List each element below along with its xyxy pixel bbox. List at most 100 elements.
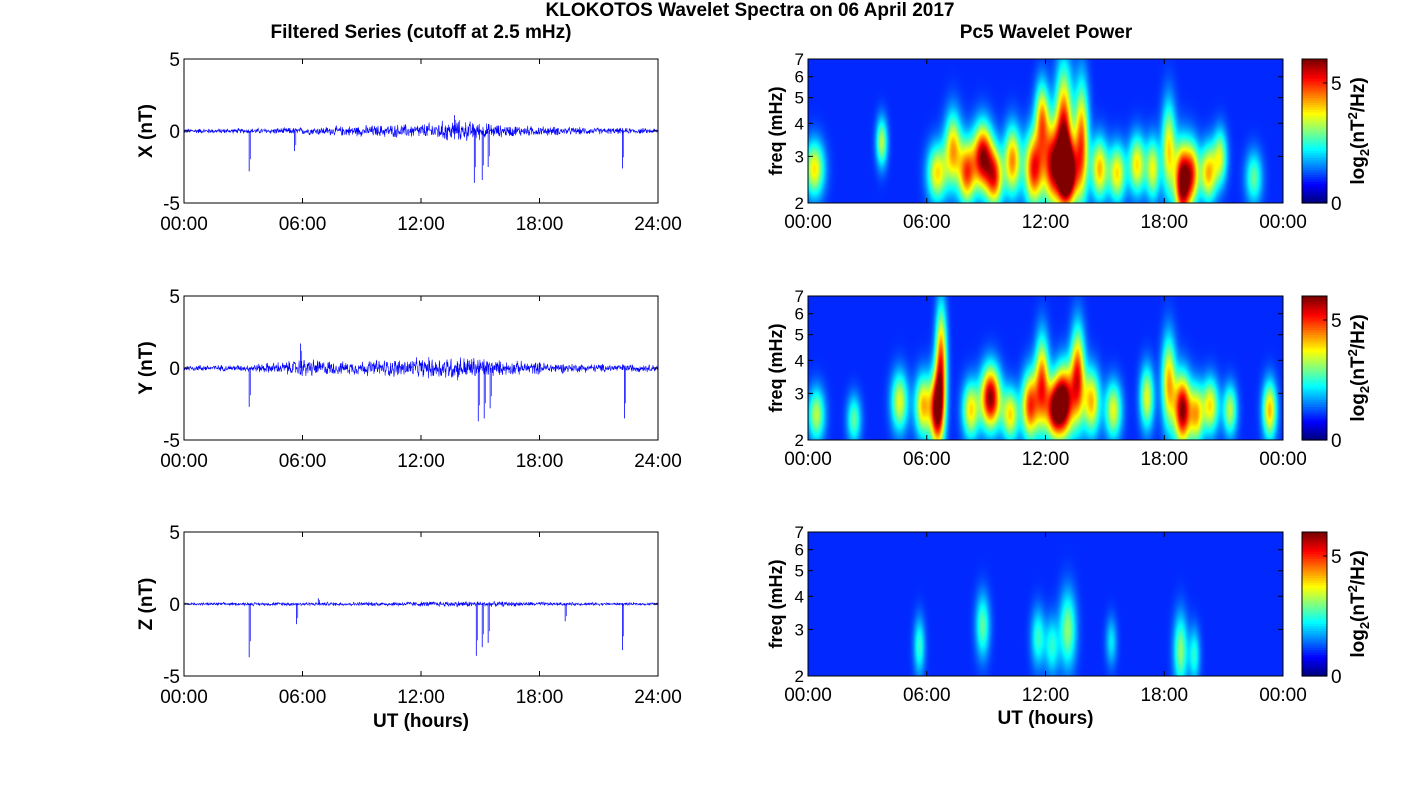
wavelet-panel-x: 2 3 4 5 67 00:00 06:00 12:00 18:00 00:00 freq (mHz… xyxy=(766,50,1372,233)
y-tick-label: 5 xyxy=(169,50,180,71)
x-tick-label: 18:00 xyxy=(516,451,564,472)
timeseries-panel-x: 5 0 -500:00 06:00 12:00 18:00 24:00 X (nT) xyxy=(136,50,682,235)
colorbar-swatch xyxy=(1302,642,1327,646)
colorbar-swatch xyxy=(1302,601,1327,605)
x-tick-label: 00:00 xyxy=(784,685,832,706)
colorbar-swatch xyxy=(1302,401,1327,405)
colorbar-swatch xyxy=(1302,628,1327,631)
colorbar-swatch xyxy=(1302,584,1327,588)
colorbar-swatch xyxy=(1302,95,1327,98)
colorbar-swatch xyxy=(1302,183,1327,187)
colorbar-swatch xyxy=(1302,654,1327,658)
colorbar-swatch xyxy=(1302,661,1327,665)
colorbar-swatch xyxy=(1302,399,1327,403)
y-axis-label: freq (mHz) xyxy=(766,323,786,412)
colorbar-swatch xyxy=(1302,85,1327,89)
colorbar-swatch xyxy=(1302,312,1327,316)
colorbar-swatch xyxy=(1302,420,1327,424)
x-tick-label: 06:00 xyxy=(279,451,327,472)
colorbar-swatch xyxy=(1302,647,1327,651)
colorbar-swatch xyxy=(1302,332,1327,335)
colorbar-swatch xyxy=(1302,135,1327,139)
colorbar-tick-label: 0 xyxy=(1331,431,1342,452)
x-tick-label: 12:00 xyxy=(1022,212,1070,233)
colorbar-swatch xyxy=(1302,324,1327,328)
x-tick-label: 12:00 xyxy=(397,687,445,708)
colorbar-swatch xyxy=(1302,329,1327,333)
colorbar-swatch xyxy=(1302,635,1327,639)
colorbar-swatch xyxy=(1302,164,1327,168)
colorbar-swatch xyxy=(1302,599,1327,603)
colorbar-swatch xyxy=(1302,589,1327,593)
colorbar-label: log2(nT2/Hz) xyxy=(1345,314,1372,421)
colorbar-swatch xyxy=(1302,327,1327,331)
colorbar-swatch xyxy=(1302,375,1327,379)
colorbar-swatch xyxy=(1302,317,1327,321)
colorbar-swatch xyxy=(1302,138,1327,142)
colorbar-swatch xyxy=(1302,351,1327,355)
y-tick-label: 6 xyxy=(795,541,804,560)
wavelet-power-image xyxy=(808,59,1283,203)
x-tick-label: 00:00 xyxy=(1259,685,1307,706)
colorbar-swatch xyxy=(1302,167,1327,170)
colorbar-swatch xyxy=(1302,604,1327,607)
colorbar-swatch xyxy=(1302,416,1327,419)
colorbar-swatch xyxy=(1302,435,1327,439)
colorbar-swatch xyxy=(1302,348,1327,352)
y-tick-label: 7 xyxy=(795,50,804,69)
colorbar-swatch xyxy=(1302,109,1327,113)
wavelet-panel-z: 2 3 4 5 67 00:00 06:00 12:00 18:00 00:00 freq (mHz… xyxy=(766,523,1372,729)
y-tick-label: 4 xyxy=(795,114,804,133)
colorbar-swatch xyxy=(1302,673,1327,677)
colorbar-swatch xyxy=(1302,664,1327,667)
colorbar-swatch xyxy=(1302,580,1327,583)
y-axis-label: Z (nT) xyxy=(136,578,157,631)
colorbar-swatch xyxy=(1302,191,1327,194)
colorbar-swatch xyxy=(1302,119,1327,122)
colorbar-swatch xyxy=(1302,534,1327,538)
colorbar-swatch xyxy=(1302,140,1327,144)
y-tick-label: 4 xyxy=(795,351,804,370)
colorbar-swatch xyxy=(1302,152,1327,156)
y-tick-label: 0 xyxy=(169,359,180,380)
colorbar-swatch xyxy=(1302,198,1327,202)
y-axis-label: X (nT) xyxy=(136,104,157,158)
colorbar-swatch xyxy=(1302,541,1327,545)
colorbar-swatch xyxy=(1302,389,1327,393)
x-tick-label: 00:00 xyxy=(784,212,832,233)
colorbar-swatch xyxy=(1302,181,1327,185)
colorbar-swatch xyxy=(1302,575,1327,579)
colorbar-swatch xyxy=(1302,150,1327,154)
colorbar-swatch xyxy=(1302,353,1327,357)
y-axis-label: Y (nT) xyxy=(136,341,157,394)
colorbar-swatch xyxy=(1302,649,1327,653)
colorbar-swatch xyxy=(1302,71,1327,74)
colorbar-swatch xyxy=(1302,611,1327,615)
x-tick-label: 00:00 xyxy=(160,687,208,708)
colorbar-swatch xyxy=(1302,568,1327,571)
colorbar-swatch xyxy=(1302,659,1327,663)
colorbar-swatch xyxy=(1302,596,1327,600)
x-axis-label: UT (hours) xyxy=(997,708,1093,729)
y-tick-label: 6 xyxy=(795,68,804,87)
colorbar-swatch xyxy=(1302,186,1327,190)
colorbar-tick-label: 5 xyxy=(1331,311,1342,332)
colorbar-swatch xyxy=(1302,408,1327,412)
colorbar-swatch xyxy=(1302,155,1327,158)
colorbar-swatch xyxy=(1302,147,1327,151)
x-tick-label: 12:00 xyxy=(1022,685,1070,706)
colorbar-swatch xyxy=(1302,563,1327,567)
colorbar-swatch xyxy=(1302,372,1327,376)
colorbar-swatch xyxy=(1302,413,1327,417)
x-tick-label: 06:00 xyxy=(903,685,951,706)
y-tick-label: 7 xyxy=(795,523,804,542)
colorbar-swatch xyxy=(1302,75,1327,79)
colorbar-swatch xyxy=(1302,425,1327,429)
colorbar-swatch xyxy=(1302,358,1327,362)
timeseries-panel-z: 5 0 -500:00 06:00 12:00 18:00 24:00 Z (nT) UT (h… xyxy=(136,523,682,732)
colorbar-swatch xyxy=(1302,623,1327,627)
colorbar-swatch xyxy=(1302,116,1327,120)
colorbar-swatch xyxy=(1302,570,1327,574)
